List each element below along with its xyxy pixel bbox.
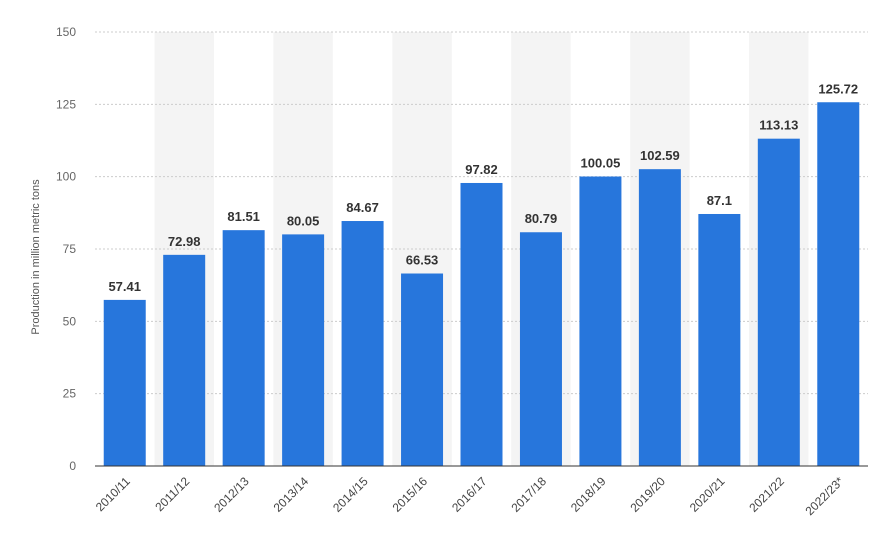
x-tick-label: 2022/23* <box>803 474 847 518</box>
value-label: 72.98 <box>168 234 201 249</box>
y-tick-label: 25 <box>63 387 77 401</box>
value-label: 80.79 <box>525 211 558 226</box>
x-tick-label: 2021/22 <box>746 474 787 515</box>
bar <box>103 299 146 466</box>
value-label: 57.41 <box>108 279 141 294</box>
x-tick-label: 2014/15 <box>330 474 371 515</box>
value-label: 81.51 <box>227 209 260 224</box>
value-label: 97.82 <box>465 162 498 177</box>
y-axis-title: Production in million metric tons <box>30 179 42 335</box>
bar <box>401 273 444 466</box>
bar <box>222 230 265 466</box>
bar <box>757 138 800 467</box>
value-label: 100.05 <box>581 156 621 171</box>
y-tick-label: 150 <box>56 25 76 39</box>
x-tick-label: 2011/12 <box>152 474 192 514</box>
bar <box>460 182 503 467</box>
y-tick-label: 0 <box>69 459 76 473</box>
x-tick-label: 2015/16 <box>390 474 431 515</box>
x-axis-ticks: 2010/11 2011/12 2012/13 2013/14 2014/15 2015/… <box>93 474 847 518</box>
value-label: 113.13 <box>759 118 798 133</box>
value-label: 125.72 <box>818 81 858 96</box>
x-tick-label: 2018/19 <box>568 474 609 515</box>
x-tick-label: 2017/18 <box>509 474 550 515</box>
bar <box>282 234 325 466</box>
value-label: 66.53 <box>406 253 439 268</box>
bar <box>163 254 206 466</box>
bar <box>638 169 681 467</box>
bar <box>341 221 384 466</box>
y-tick-label: 75 <box>63 242 77 256</box>
x-tick-label: 2020/21 <box>687 474 728 515</box>
value-label: 84.67 <box>346 200 379 215</box>
value-label: 87.1 <box>707 193 732 208</box>
x-tick-label: 2016/17 <box>449 474 490 515</box>
y-tick-label: 100 <box>56 170 76 184</box>
bar <box>579 176 622 466</box>
y-tick-label: 50 <box>63 314 77 328</box>
x-tick-label: 2013/14 <box>271 474 312 515</box>
value-label: 80.05 <box>287 213 320 228</box>
value-label: 102.59 <box>640 148 680 163</box>
x-tick-label: 2012/13 <box>211 474 252 515</box>
bar <box>817 102 860 467</box>
bar <box>519 232 562 466</box>
bar <box>698 213 741 466</box>
value-labels: 57.41 72.98 81.51 80.05 84.67 66.53 97.82 80.79… <box>108 81 858 294</box>
x-tick-label: 2019/20 <box>627 474 668 515</box>
y-tick-label: 125 <box>56 97 76 111</box>
y-axis-ticks: 0 25 50 75 100 125 150 <box>56 25 76 473</box>
bars <box>103 102 860 467</box>
x-tick-label: 2010/11 <box>93 474 133 514</box>
